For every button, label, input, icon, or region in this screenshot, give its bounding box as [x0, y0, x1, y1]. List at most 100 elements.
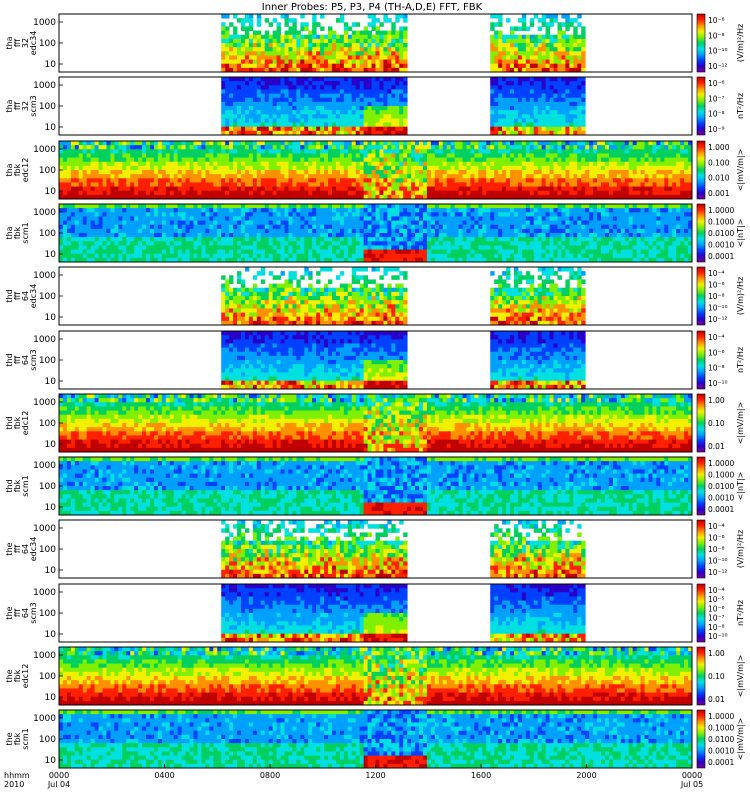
spectrogram-cell — [229, 34, 234, 40]
spectrogram-cell — [541, 165, 547, 171]
spectrogram-cell — [541, 38, 547, 44]
spectrogram-cell — [399, 194, 404, 200]
colorbar-tick-label: 0.001 — [708, 189, 730, 198]
spectrogram-cell — [134, 220, 139, 226]
spectrogram-cell — [442, 161, 448, 167]
spectrogram-cell — [466, 165, 471, 171]
spectrogram-cell — [506, 126, 511, 132]
spectrogram-cell — [213, 186, 218, 192]
spectrogram-cell — [363, 170, 368, 175]
spectrogram-cell — [498, 81, 503, 86]
spectrogram-cell — [316, 34, 321, 40]
spectrogram-cell — [359, 55, 365, 60]
spectrogram-cell — [130, 241, 135, 246]
spectrogram-cell — [383, 118, 388, 123]
spectrogram-cell — [529, 194, 535, 200]
spectrogram-cell — [268, 51, 274, 56]
spectrogram-cell — [331, 170, 337, 175]
spectrogram-cell — [328, 34, 333, 40]
spectrogram-cell — [510, 141, 515, 146]
spectrogram-cell — [256, 106, 262, 111]
spectrogram-cell — [422, 145, 428, 150]
spectrogram-cell — [142, 245, 147, 250]
spectrogram-cell — [399, 141, 404, 146]
spectrogram-cell — [335, 63, 341, 69]
spectrogram-cell — [237, 170, 242, 175]
spectrogram-cell — [628, 174, 634, 179]
spectrogram-cell — [240, 63, 246, 69]
spectrogram-cell — [399, 178, 404, 183]
spectrogram-cell — [612, 141, 618, 146]
spectrogram-cell — [521, 22, 527, 27]
spectrogram-cell — [549, 43, 554, 48]
spectrogram-cell — [268, 101, 274, 107]
spectrogram-cell — [434, 157, 440, 163]
spectrogram-cell — [280, 43, 285, 48]
spectrogram-cell — [339, 51, 345, 56]
spectrogram-cell — [351, 30, 357, 36]
spectrogram-cell — [130, 190, 135, 196]
spectrogram-cell — [288, 257, 293, 263]
spectrogram-cell — [577, 126, 582, 132]
spectrogram-cell — [233, 118, 238, 123]
spectrogram-cell — [134, 224, 139, 230]
spectrogram-cell — [233, 59, 238, 65]
spectrogram-cell — [106, 170, 111, 175]
spectrogram-cell — [221, 110, 226, 115]
spectrogram-cell — [288, 63, 293, 69]
spectrogram-cell — [221, 153, 226, 158]
spectrogram-cell — [272, 228, 277, 234]
spectrogram-cell — [272, 204, 277, 209]
spectrogram-cell — [209, 228, 214, 234]
spectrogram-cell — [395, 149, 400, 154]
spectrogram-cell — [221, 126, 226, 132]
spectrogram-cell — [684, 157, 689, 163]
spectrogram-cell — [240, 204, 246, 209]
spectrogram-cell — [284, 118, 289, 123]
spectrogram-cell — [434, 182, 440, 187]
spectrogram-cell — [688, 153, 693, 158]
spectrogram-cell — [379, 130, 384, 136]
spectrogram-cell — [328, 59, 333, 65]
spectrogram-cell — [478, 153, 483, 158]
spectrogram-cell — [225, 97, 230, 103]
spectrogram-cell — [304, 38, 309, 44]
spectrogram-cell — [648, 145, 653, 150]
spectrogram-cell — [70, 149, 76, 154]
spectrogram-cell — [446, 157, 452, 163]
spectrogram-cell — [288, 212, 293, 217]
spectrogram-cell — [513, 174, 519, 179]
spectrogram-cell — [438, 165, 444, 171]
spectrogram-cell — [237, 182, 242, 187]
spectrogram-cell — [292, 93, 297, 99]
spectrogram-cell — [506, 43, 511, 48]
spectrogram-cell — [490, 130, 495, 136]
spectrogram-cell — [339, 63, 345, 69]
spectrogram-cell — [268, 67, 274, 73]
spectrogram-cell — [680, 170, 685, 175]
spectrogram-cell — [537, 165, 543, 171]
spectrogram-cell — [387, 178, 392, 183]
spectrogram-cell — [371, 170, 376, 175]
spectrogram-cell — [209, 212, 214, 217]
spectrogram-cell — [383, 89, 388, 94]
spectrogram-cell — [395, 93, 400, 99]
spectrogram-cell — [213, 216, 218, 221]
spectrogram-cell — [288, 43, 293, 48]
spectrogram-cell — [688, 165, 693, 171]
spectrogram-cell — [454, 174, 459, 179]
spectrogram-cell — [664, 178, 669, 183]
spectrogram-cell — [221, 190, 226, 196]
spectrogram-cell — [260, 153, 266, 158]
spectrogram-cell — [205, 153, 210, 158]
spectrogram-cell — [256, 77, 262, 82]
spectrogram-cell — [391, 130, 396, 136]
spectrogram-cell — [320, 77, 325, 82]
spectrogram-cell — [367, 93, 372, 99]
spectrogram-cell — [300, 77, 305, 82]
spectrogram-cell — [268, 47, 274, 52]
spectrogram-cell — [173, 224, 179, 230]
spectrogram-cell — [371, 153, 376, 158]
spectrogram-cell — [98, 204, 103, 209]
spectrogram-cell — [161, 165, 167, 171]
